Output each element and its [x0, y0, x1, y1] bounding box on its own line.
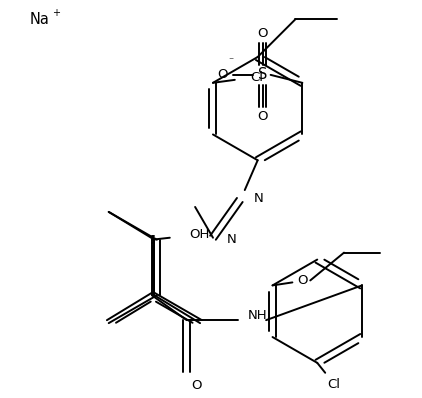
Text: Na: Na [29, 12, 49, 27]
Text: NH: NH [248, 309, 268, 322]
Text: ⁻: ⁻ [228, 56, 233, 66]
Text: S: S [258, 67, 268, 82]
Text: N: N [227, 233, 237, 246]
Text: Cl: Cl [251, 71, 264, 84]
Text: OH: OH [189, 228, 210, 241]
Text: O: O [297, 274, 308, 287]
Text: O: O [257, 110, 268, 123]
Text: N: N [254, 191, 263, 205]
Text: Cl: Cl [327, 378, 340, 391]
Text: O: O [191, 379, 202, 392]
Text: O: O [218, 68, 228, 81]
Text: +: + [52, 8, 60, 18]
Text: O: O [257, 27, 268, 40]
